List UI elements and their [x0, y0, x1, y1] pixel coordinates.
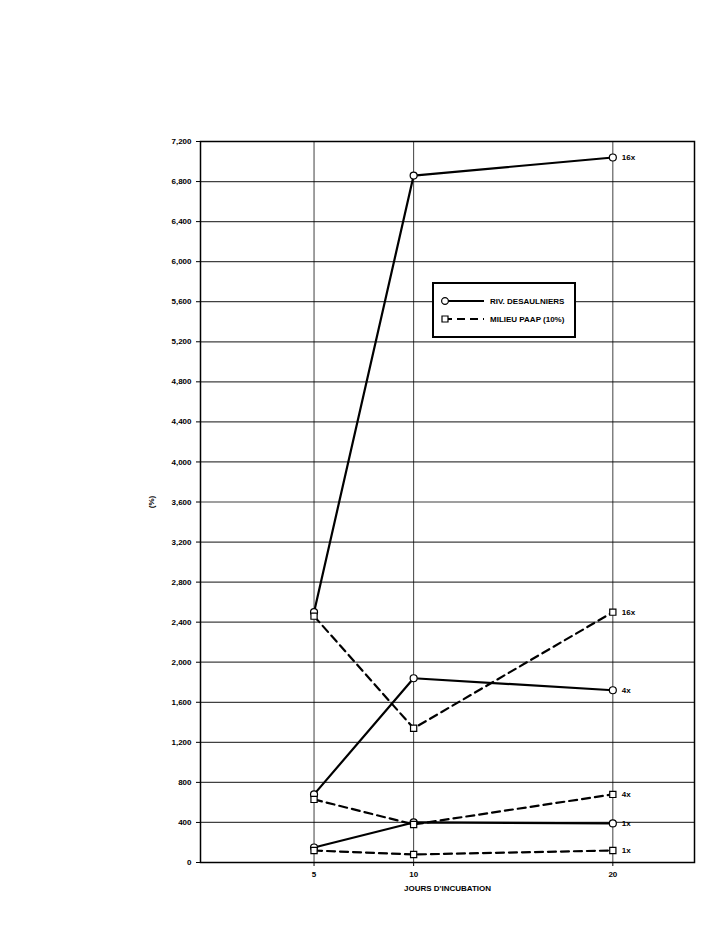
svg-text:4,000: 4,000	[171, 458, 192, 467]
svg-text:1x: 1x	[622, 846, 631, 855]
svg-text:2,800: 2,800	[171, 578, 192, 587]
svg-text:5: 5	[312, 870, 317, 879]
svg-text:1,600: 1,600	[171, 698, 192, 707]
svg-text:3,600: 3,600	[171, 498, 192, 507]
svg-text:4,400: 4,400	[171, 417, 192, 426]
html-text:RIV. DESAULNIERS: RIV. DESAULNIERS	[490, 296, 565, 306]
svg-text:4x: 4x	[622, 790, 631, 799]
svg-text:3,200: 3,200	[171, 538, 192, 547]
svg-text:JOURS D'INCUBATION: JOURS D'INCUBATION	[404, 884, 491, 893]
svg-text:6,400: 6,400	[171, 217, 192, 226]
svg-text:4x: 4x	[622, 686, 631, 695]
svg-text:16x: 16x	[622, 153, 636, 162]
svg-text:2,400: 2,400	[171, 618, 192, 627]
svg-text:1x: 1x	[622, 819, 631, 828]
svg-text:1,200: 1,200	[171, 738, 192, 747]
svg-text:800: 800	[178, 778, 192, 787]
svg-text:(%): (%)	[147, 495, 156, 508]
svg-text:16x: 16x	[622, 608, 636, 617]
svg-text:0: 0	[187, 858, 192, 867]
svg-text:20: 20	[608, 870, 617, 879]
svg-text:7,200: 7,200	[171, 137, 192, 146]
svg-text:2,000: 2,000	[171, 658, 192, 667]
html-text:MILIEU PAAP (10%): MILIEU PAAP (10%)	[490, 314, 565, 324]
svg-text:5,200: 5,200	[171, 337, 192, 346]
svg-text:5,600: 5,600	[171, 297, 192, 306]
svg-text:10: 10	[409, 870, 418, 879]
svg-text:400: 400	[178, 818, 192, 827]
svg-text:6,800: 6,800	[171, 177, 192, 186]
svg-text:4,800: 4,800	[171, 377, 192, 386]
svg-text:6,000: 6,000	[171, 257, 192, 266]
